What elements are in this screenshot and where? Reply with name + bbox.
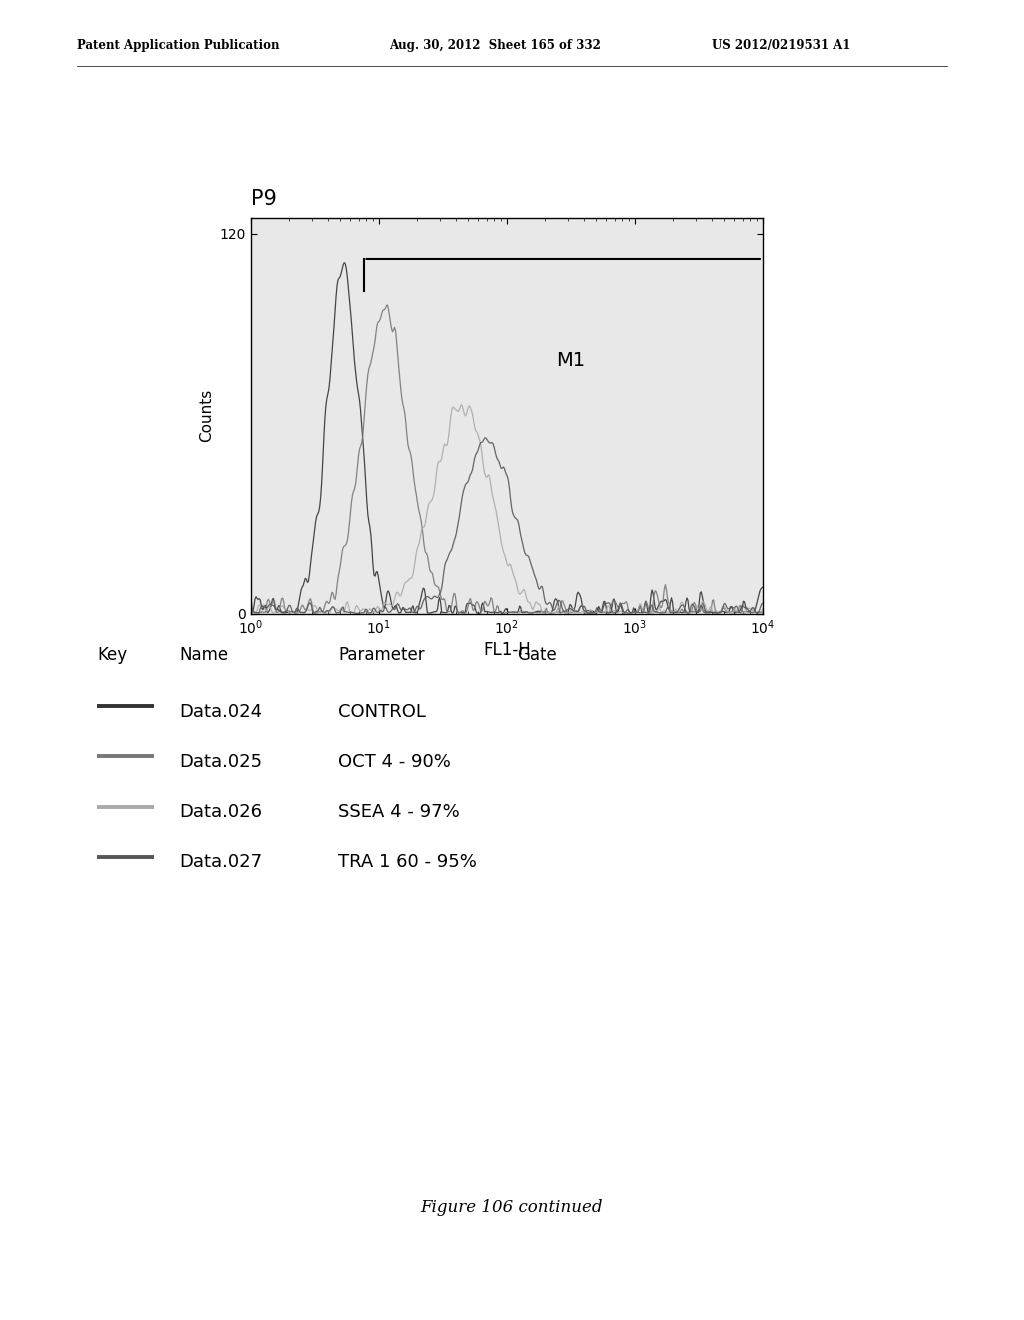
Text: Gate: Gate xyxy=(517,645,557,664)
Text: TRA 1 60 - 95%: TRA 1 60 - 95% xyxy=(338,853,477,871)
Text: M1: M1 xyxy=(556,351,586,370)
Text: Parameter: Parameter xyxy=(338,645,425,664)
Text: CONTROL: CONTROL xyxy=(338,702,426,721)
Text: OCT 4 - 90%: OCT 4 - 90% xyxy=(338,752,451,771)
X-axis label: FL1-H: FL1-H xyxy=(483,642,530,660)
Text: Data.024: Data.024 xyxy=(179,702,262,721)
Text: P9: P9 xyxy=(251,189,276,209)
Text: Aug. 30, 2012  Sheet 165 of 332: Aug. 30, 2012 Sheet 165 of 332 xyxy=(389,38,601,51)
Text: US 2012/0219531 A1: US 2012/0219531 A1 xyxy=(712,38,850,51)
Text: Key: Key xyxy=(97,645,127,664)
Text: Name: Name xyxy=(179,645,228,664)
Text: Data.026: Data.026 xyxy=(179,803,262,821)
Text: SSEA 4 - 97%: SSEA 4 - 97% xyxy=(338,803,460,821)
Text: Data.027: Data.027 xyxy=(179,853,262,871)
Text: Patent Application Publication: Patent Application Publication xyxy=(77,38,280,51)
Text: Figure 106 continued: Figure 106 continued xyxy=(421,1200,603,1216)
Y-axis label: Counts: Counts xyxy=(199,389,214,442)
Text: Data.025: Data.025 xyxy=(179,752,262,771)
